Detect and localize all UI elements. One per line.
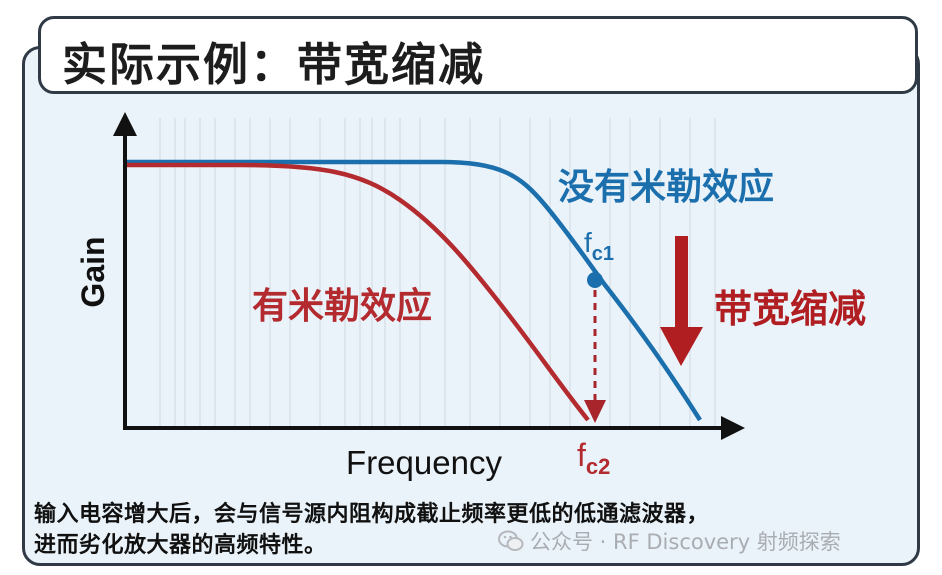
background-grid [159,118,716,426]
fc1-label: fc1 [584,227,614,265]
y-axis-arrow [113,112,137,136]
cutoff-arrow-head [584,400,606,423]
x-axis-arrow [721,416,745,440]
bandwidth-reduction-label: 带宽缩减 [714,287,866,331]
label-without-miller: 没有米勒效应 [558,167,774,208]
watermark: 公众号 · RF Discovery 射频探索 [498,526,841,556]
curve-with-miller [127,162,590,422]
x-axis-label: Frequency [346,444,502,481]
label-with-miller: 有米勒效应 [252,286,432,327]
curve-without-miller [127,159,702,422]
watermark-text: 公众号 · RF Discovery 射频探索 [530,530,841,554]
fc1-marker [587,272,603,288]
reduction-arrow-shaft [675,236,688,332]
caption-line-2: 进而劣化放大器的高频特性。 [34,533,327,558]
content-panel [22,46,920,566]
wechat-icon [498,530,524,551]
title-box [38,16,918,94]
fc2-label: fc2 [577,437,610,479]
caption-line-1: 输入电容增大后，会与信号源内阻构成截止频率更低的低通滤波器， [34,502,710,527]
page-title: 实际示例：带宽缩减 [62,38,486,91]
reduction-arrow-head [660,327,703,366]
y-axis-label: Gain [75,236,111,307]
